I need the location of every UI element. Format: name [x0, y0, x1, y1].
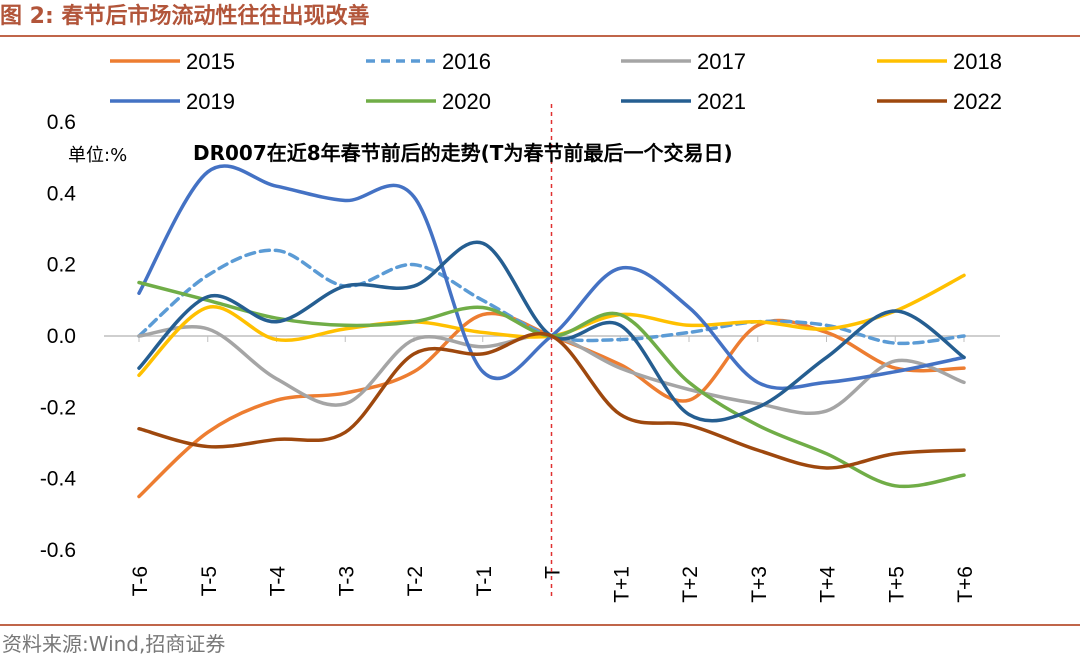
- x-tick-label: T+3: [748, 566, 771, 603]
- series-line-2022: [137, 331, 966, 470]
- y-axis-ticks: 0.6 0.4 0.2 0.0 -0.2 -0.4 -0.6: [40, 111, 77, 562]
- top-rule: [0, 35, 1080, 37]
- bottom-rule: [0, 624, 1080, 626]
- x-tick-label: T-1: [473, 566, 496, 596]
- legend-label: 2022: [953, 89, 1002, 114]
- chart-title: DR007在近8年春节前后的走势(T为春节前最后一个交易日): [193, 141, 733, 165]
- legend-label: 2015: [186, 49, 235, 74]
- unit-label: 单位:%: [68, 145, 127, 166]
- y-tick-label: -0.4: [40, 468, 77, 491]
- chart-legend: 2015 2016 2017 2018 2019 2020 2021 2022: [110, 49, 1002, 114]
- legend-label: 2016: [442, 49, 491, 74]
- x-tick-label: T+5: [885, 566, 908, 603]
- legend-label: 2019: [186, 89, 235, 114]
- figure-label: 图 2:: [0, 4, 54, 29]
- series-line-2020: [137, 280, 966, 489]
- x-tick-label: T+6: [954, 566, 977, 603]
- figure-title-text: 春节后市场流动性往往出现改善: [61, 4, 370, 29]
- y-tick-label: 0.2: [47, 254, 76, 277]
- series-line-2019: [137, 164, 966, 391]
- legend-label: 2021: [697, 89, 746, 114]
- figure-title: 图 2: 春节后市场流动性往往出现改善: [0, 0, 369, 36]
- x-tick-label: T+1: [610, 566, 633, 603]
- x-tick-label: T+4: [817, 566, 840, 603]
- x-tick-label: T-2: [404, 566, 427, 596]
- legend-label: 2018: [953, 49, 1002, 74]
- x-tick-label: T-3: [335, 566, 358, 596]
- x-tick-label: T: [542, 566, 565, 579]
- x-tick-label: T-4: [267, 566, 290, 597]
- series-lines: [137, 164, 966, 499]
- y-tick-label: -0.6: [40, 539, 76, 562]
- x-tick-label: T-5: [198, 566, 221, 596]
- x-tick-label: T-6: [129, 566, 152, 596]
- y-tick-label: 0.6: [47, 111, 76, 134]
- x-axis-ticks: T-6 T-5 T-4 T-3 T-2 T-1 T T+1 T+2 T+3 T+4 T+5 T+6: [129, 336, 977, 603]
- legend-label: 2017: [697, 49, 746, 74]
- y-tick-label: 0.0: [47, 325, 76, 348]
- legend-label: 2020: [442, 89, 491, 114]
- y-tick-label: -0.2: [40, 396, 76, 419]
- y-tick-label: 0.4: [47, 182, 77, 205]
- source-note: 资料来源:Wind,招商证券: [2, 632, 226, 656]
- x-tick-label: T+2: [679, 566, 702, 603]
